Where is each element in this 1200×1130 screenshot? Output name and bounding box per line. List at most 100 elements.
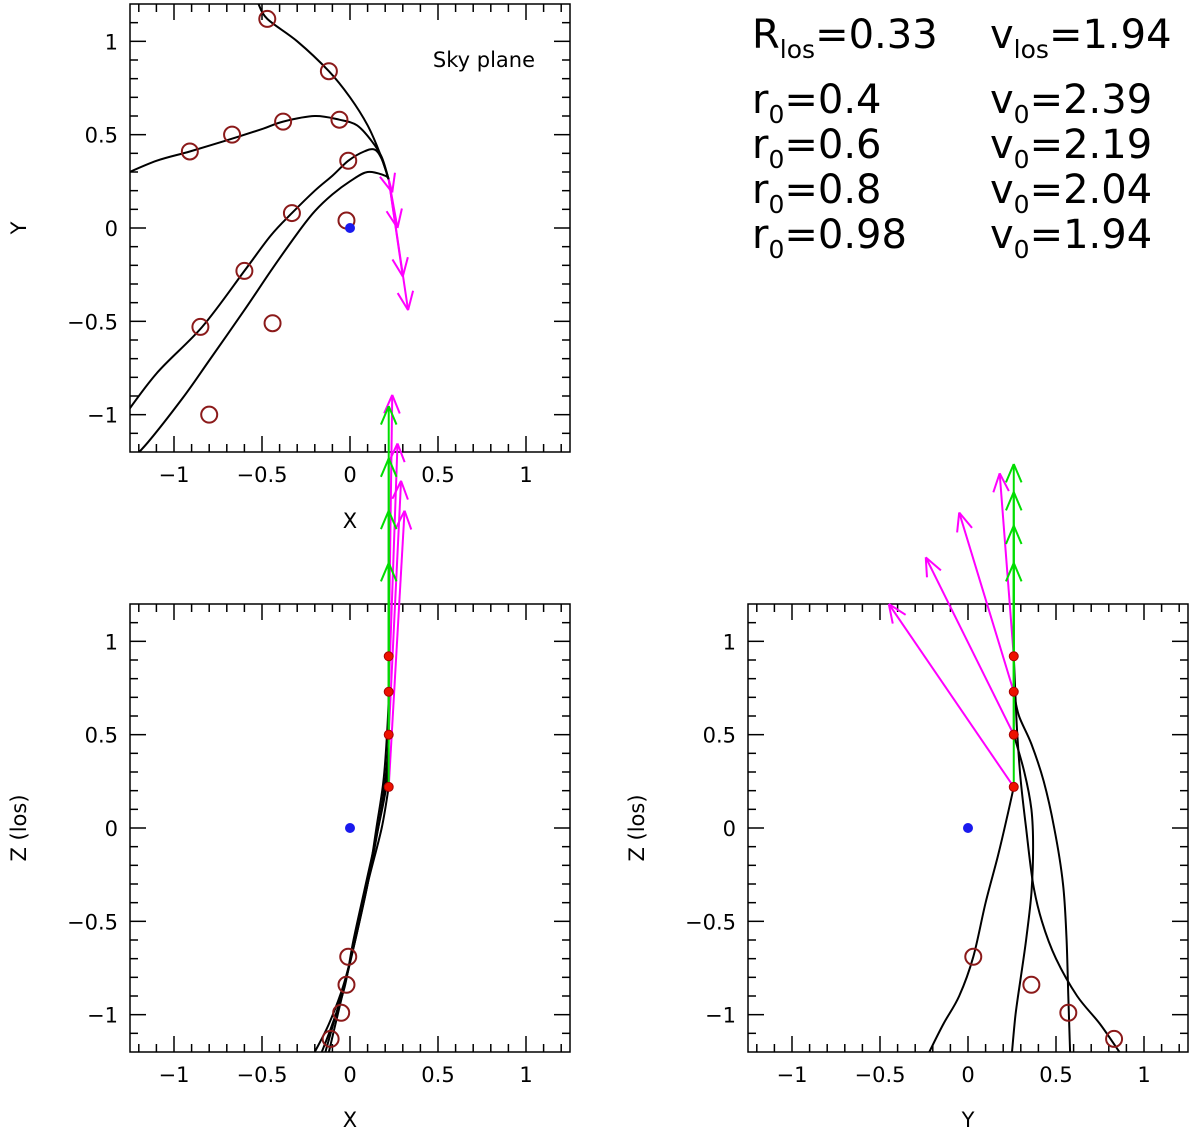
- y-tick-label: −0.5: [685, 910, 736, 934]
- time-marker: [200, 405, 219, 424]
- sky-velocity-arrow: [992, 472, 1015, 657]
- x-tick-label: −1: [777, 1063, 808, 1087]
- yz-ticks: [748, 604, 1188, 1052]
- legend-row-r: r0=0.6: [752, 122, 882, 174]
- time-marker: [191, 317, 210, 336]
- x-tick-label: 0.5: [421, 1063, 454, 1087]
- legend-row-r: r0=0.4: [752, 77, 882, 129]
- xz-ticks: [130, 604, 570, 1052]
- los-velocity-arrow-head: [1005, 562, 1015, 582]
- xz-trajectories: [313, 656, 390, 1052]
- x-tick-label: 0: [961, 1063, 974, 1087]
- trajectory-curve: [130, 114, 390, 180]
- time-marker: [1105, 1029, 1124, 1048]
- sky-plane-markers: [180, 9, 358, 424]
- trajectory-curve: [1011, 734, 1035, 1052]
- sky-plane-x-axis-label: X: [343, 509, 357, 533]
- time-marker: [319, 62, 338, 81]
- xz-velocity-arrows: [380, 394, 413, 787]
- sky-velocity-arrow-head: [992, 473, 1001, 493]
- sky-plane-tick-labels: −1 −0.5 0 0.5 1 −1 −0.5 0 0.5 1: [67, 30, 533, 487]
- sky-plane-annotation: Sky plane: [433, 48, 535, 72]
- trajectory-curve: [1012, 691, 1072, 1052]
- sky-plane-trajectories: [130, 4, 390, 452]
- y-tick-label: −0.5: [67, 910, 118, 934]
- yz-x-axis-label: Y: [961, 1108, 975, 1130]
- yz-tick-labels: −1 −0.5 0 0.5 1 −1 −0.5 0 0.5 1: [685, 630, 1151, 1087]
- sky-plane-ticks: [130, 4, 570, 452]
- yz-velocity-arrows: [887, 463, 1023, 788]
- trajectory-curve: [130, 148, 390, 410]
- center-point: [963, 823, 973, 833]
- xz-x-axis-label: X: [343, 1108, 357, 1130]
- y-tick-label: 1: [105, 30, 118, 54]
- position-point: [1008, 686, 1019, 697]
- sky-velocity-arrow-head: [391, 394, 401, 414]
- position-point: [383, 686, 394, 697]
- sky-velocity-arrow-shaft: [887, 603, 1015, 788]
- los-velocity-arrow-head: [380, 458, 390, 478]
- xz-y-axis-label: Z (los): [7, 794, 31, 861]
- los-velocity-arrow-head: [1005, 463, 1015, 483]
- x-tick-label: 0: [343, 1063, 356, 1087]
- x-tick-label: 1: [519, 463, 532, 487]
- sky-velocity-arrow: [924, 556, 1015, 736]
- trajectory-curve: [324, 656, 390, 1052]
- sky-velocity-arrow-head: [391, 258, 404, 278]
- time-marker: [321, 1029, 340, 1048]
- legend-row-r: r0=0.8: [752, 167, 882, 219]
- xz-panel: −1 −0.5 0 0.5 1 −1 −0.5 0 0.5 1 X Z (los): [7, 394, 571, 1130]
- sky-plane-panel: −1 −0.5 0 0.5 1 −1 −0.5 0 0.5 1 Sky plane X Y: [7, 3, 571, 533]
- sky-velocity-arrow-shaft: [387, 179, 410, 311]
- sky-velocity-arrow-head: [403, 510, 413, 530]
- x-tick-label: 0.5: [421, 463, 454, 487]
- position-point: [383, 781, 394, 792]
- y-tick-label: 1: [723, 630, 736, 654]
- sky-velocity-arrow-shaft: [958, 512, 1015, 693]
- time-marker: [339, 947, 358, 966]
- yz-trajectories: [928, 656, 1121, 1052]
- x-tick-label: −1: [159, 1063, 190, 1087]
- los-velocity-arrow-head: [387, 562, 398, 582]
- time-marker: [235, 261, 254, 280]
- sky-plane-y-axis-label: Y: [7, 221, 31, 235]
- legend-row-v: v0=1.94: [990, 212, 1152, 264]
- y-tick-label: 0: [105, 817, 118, 841]
- sky-velocity-arrow-head: [396, 208, 403, 229]
- los-velocity-arrow-head: [387, 405, 398, 425]
- time-marker: [330, 110, 349, 129]
- sky-velocity-arrow-shaft: [387, 443, 399, 692]
- position-point: [383, 651, 394, 662]
- x-tick-label: −0.5: [237, 1063, 288, 1087]
- los-velocity-arrow-head: [1005, 491, 1015, 511]
- sky-velocity-arrow-head: [383, 394, 394, 414]
- y-tick-label: −1: [705, 1004, 736, 1028]
- x-tick-label: −1: [159, 463, 190, 487]
- y-tick-label: 0.5: [85, 124, 118, 148]
- legend-header-v: vlos=1.94: [990, 12, 1172, 64]
- los-velocity-arrow: [380, 405, 398, 657]
- los-velocity-arrow-head: [380, 405, 390, 425]
- sky-velocity-arrow-head: [400, 480, 409, 500]
- yz-y-axis-label: Z (los): [625, 794, 649, 861]
- sky-velocity-arrow: [887, 603, 1015, 788]
- los-velocity-arrow-head: [380, 510, 390, 530]
- x-tick-label: 1: [519, 1063, 532, 1087]
- time-marker: [964, 947, 983, 966]
- y-tick-label: 0: [105, 217, 118, 241]
- legend-row-v: v0=2.39: [990, 77, 1152, 129]
- legend-row-v: v0=2.19: [990, 122, 1152, 174]
- sky-velocity-arrow-shaft: [387, 510, 406, 787]
- los-velocity-arrow-head: [387, 458, 398, 478]
- los-velocity-arrow-head: [1012, 491, 1023, 511]
- time-marker: [1022, 975, 1041, 994]
- time-marker: [1059, 1003, 1078, 1022]
- time-marker: [282, 204, 301, 223]
- y-tick-label: 0.5: [85, 724, 118, 748]
- sky-velocity-arrow: [387, 179, 415, 311]
- position-point: [1008, 651, 1019, 662]
- trajectory-curve: [257, 4, 390, 180]
- trajectory-curve: [137, 170, 390, 452]
- sky-velocity-arrow-head: [391, 172, 396, 193]
- sky-velocity-arrow-shaft: [924, 556, 1015, 736]
